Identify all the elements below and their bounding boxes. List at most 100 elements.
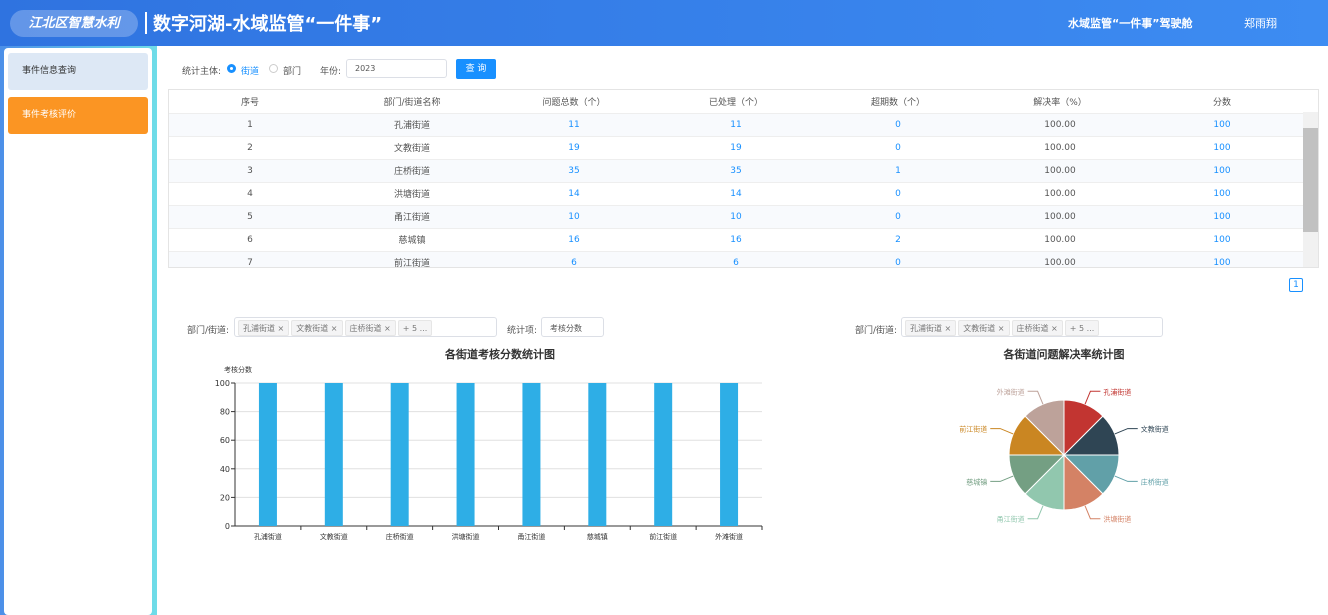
y-tick-label: 80 bbox=[220, 408, 230, 417]
table: 序号 部门/街道名称 问题总数（个） 已处理（个） 超期数（个） 解决率（%） 分数 1 孔浦街… bbox=[169, 90, 1303, 267]
chart-title: 各街道考核分数统计图 bbox=[444, 347, 555, 361]
radio-label[interactable]: 街道 bbox=[241, 67, 260, 77]
cell: 16 bbox=[655, 228, 817, 252]
y-tick-label: 0 bbox=[225, 522, 230, 531]
leader-line bbox=[1027, 505, 1044, 520]
radio[interactable] bbox=[227, 64, 236, 73]
cell: 100 bbox=[1141, 113, 1303, 137]
cell: 100.00 bbox=[979, 159, 1141, 183]
radio-label[interactable]: 部门 bbox=[283, 67, 302, 77]
cell: 14 bbox=[655, 182, 817, 206]
cell: 0 bbox=[817, 205, 979, 229]
slice-label: 庄桥街道 bbox=[1141, 477, 1169, 486]
cell: 孔浦街道 bbox=[331, 113, 493, 137]
radio[interactable] bbox=[269, 64, 278, 73]
logo: 江北区智慧水利 bbox=[10, 10, 138, 37]
cell: 甬江街道 bbox=[331, 205, 493, 229]
page-number[interactable]: 1 bbox=[1289, 278, 1303, 292]
tag: + 5 ... bbox=[397, 320, 433, 336]
slice-label: 孔浦街道 bbox=[1103, 387, 1131, 396]
cell: 14 bbox=[493, 182, 655, 206]
sidebar: 事件信息查询 事件考核评价 bbox=[4, 48, 152, 615]
cell: 100.00 bbox=[979, 182, 1141, 206]
cell: 11 bbox=[493, 113, 655, 137]
cell: 100.00 bbox=[979, 205, 1141, 229]
tag: 文教街道 × bbox=[958, 320, 1010, 336]
nav-link[interactable]: 水域监管“一件事”驾驶舱 bbox=[1068, 17, 1193, 30]
tag-select[interactable]: 孔浦街道 × 文教街道 × 庄桥街道 × + 5 ... bbox=[901, 317, 1163, 337]
table-row: 7 前江街道 6 6 0 100.00 100 bbox=[169, 251, 1303, 267]
cell: 100.00 bbox=[979, 228, 1141, 252]
year-select[interactable]: 2023 bbox=[346, 59, 447, 78]
cell: 10 bbox=[493, 205, 655, 229]
query-button[interactable]: 查 询 bbox=[456, 59, 496, 79]
bar bbox=[456, 383, 475, 526]
cell: 100 bbox=[1141, 159, 1303, 183]
app-title: 数字河湖-水域监管“一件事” bbox=[153, 14, 383, 35]
leader-line bbox=[1084, 505, 1101, 520]
tag: 庄桥街道 × bbox=[1011, 320, 1063, 336]
tag: 文教街道 × bbox=[291, 320, 343, 336]
bar bbox=[720, 383, 739, 526]
menu-item[interactable]: 事件信息查询 bbox=[8, 53, 148, 90]
tag: 孔浦街道 × bbox=[238, 320, 290, 336]
cell: 16 bbox=[493, 228, 655, 252]
cell: 19 bbox=[655, 136, 817, 160]
x-tick-label: 庄桥街道 bbox=[386, 532, 414, 541]
chart-title: 各街道问题解决率统计图 bbox=[1003, 347, 1125, 361]
bar bbox=[390, 383, 409, 526]
cell: 7 bbox=[169, 251, 331, 267]
y-tick-label: 60 bbox=[220, 436, 230, 445]
cell: 19 bbox=[493, 136, 655, 160]
cell: 0 bbox=[817, 113, 979, 137]
cell: 35 bbox=[655, 159, 817, 183]
tag-select[interactable]: 孔浦街道 × 文教街道 × 庄桥街道 × + 5 ... bbox=[234, 317, 497, 337]
cell: 10 bbox=[655, 205, 817, 229]
slice-label: 前江街道 bbox=[959, 425, 987, 434]
leader-line bbox=[1114, 428, 1138, 435]
cell: 100 bbox=[1141, 182, 1303, 206]
cell: 100.00 bbox=[979, 136, 1141, 160]
cell: 庄桥街道 bbox=[331, 159, 493, 183]
cell: 6 bbox=[655, 251, 817, 267]
column-header: 问题总数（个） bbox=[493, 90, 655, 114]
cell: 100 bbox=[1141, 251, 1303, 267]
table-row: 6 慈城镇 16 16 2 100.00 100 bbox=[169, 228, 1303, 252]
table-wrap: 序号 部门/街道名称 问题总数（个） 已处理（个） 超期数（个） 解决率（%） 分数 1 孔浦街… bbox=[168, 89, 1319, 268]
column-header: 已处理（个） bbox=[655, 90, 817, 114]
column-header: 超期数（个） bbox=[817, 90, 979, 114]
y-tick-label: 100 bbox=[215, 379, 230, 388]
main: 统计主体: 街道 部门 年份: 2023 查 询 序号 部门/街道名称 问题总数（个… bbox=[157, 46, 1328, 615]
slice-label: 文教街道 bbox=[1141, 425, 1169, 434]
cell: 6 bbox=[169, 228, 331, 252]
cell: 1 bbox=[817, 159, 979, 183]
leader-line bbox=[1114, 475, 1138, 482]
bar bbox=[258, 383, 277, 526]
x-tick-label: 洪塘街道 bbox=[452, 532, 480, 541]
cell: 11 bbox=[655, 113, 817, 137]
leader-line bbox=[990, 475, 1014, 482]
bar bbox=[588, 383, 607, 526]
cell: 0 bbox=[817, 182, 979, 206]
cell: 前江街道 bbox=[331, 251, 493, 267]
cell: 6 bbox=[493, 251, 655, 267]
menu-item[interactable]: 事件考核评价 bbox=[8, 97, 148, 134]
cell: 0 bbox=[817, 136, 979, 160]
filter-label: 统计项: bbox=[507, 326, 538, 336]
y-tick-label: 40 bbox=[220, 465, 230, 474]
cell: 35 bbox=[493, 159, 655, 183]
cell: 文教街道 bbox=[331, 136, 493, 160]
user-name[interactable]: 郑雨翔 bbox=[1244, 17, 1277, 30]
header: 江北区智慧水利 数字河湖-水域监管“一件事” 水域监管“一件事”驾驶舱 郑雨翔 bbox=[0, 0, 1328, 46]
bar bbox=[324, 383, 343, 526]
tag: 孔浦街道 × bbox=[905, 320, 957, 336]
pie-slice bbox=[1024, 399, 1065, 457]
cell: 100 bbox=[1141, 136, 1303, 160]
column-header: 部门/街道名称 bbox=[331, 90, 493, 114]
cell: 100 bbox=[1141, 228, 1303, 252]
slice-label: 慈城镇 bbox=[966, 477, 987, 486]
item-select[interactable]: 考核分数 bbox=[541, 317, 604, 337]
table-row: 4 洪塘街道 14 14 0 100.00 100 bbox=[169, 182, 1303, 206]
table-row: 5 甬江街道 10 10 0 100.00 100 bbox=[169, 205, 1303, 229]
